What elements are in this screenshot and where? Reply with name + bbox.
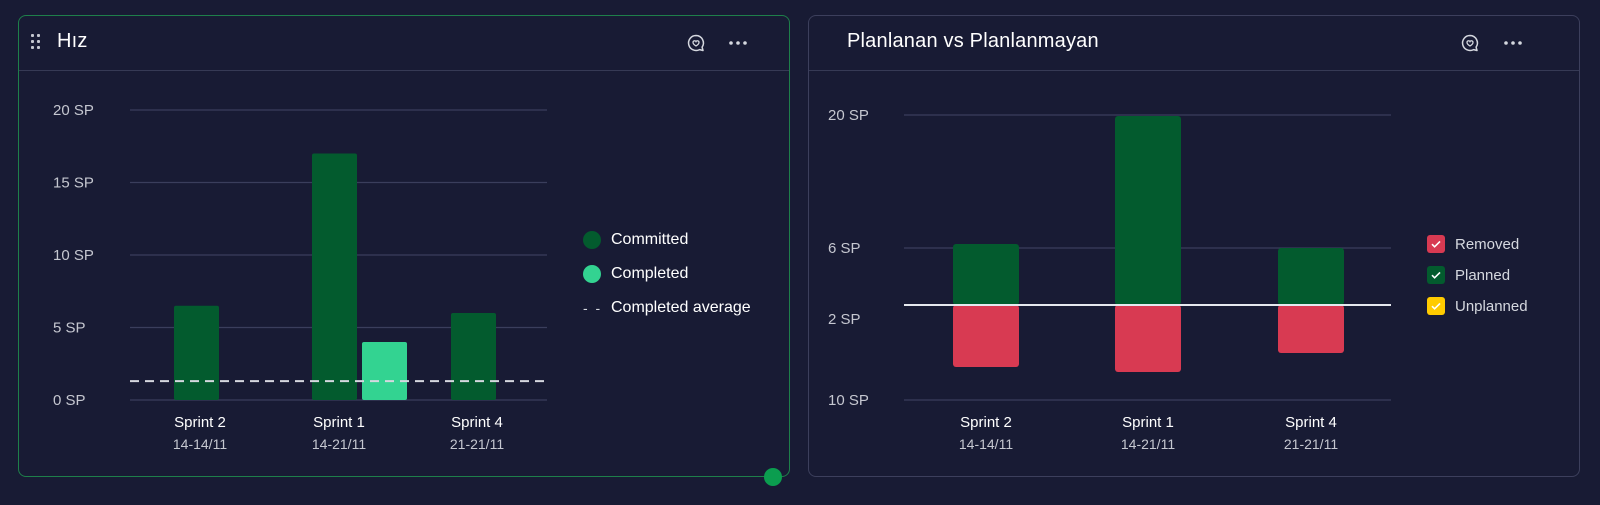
bar-removed	[1278, 305, 1344, 353]
resize-handle[interactable]	[764, 468, 782, 486]
bar-committed	[174, 305, 219, 400]
widget-title: Hız	[57, 30, 88, 52]
y-tick-label: 15 SP	[53, 175, 94, 192]
dashed-line-icon: - -	[583, 300, 603, 316]
bar-removed	[1115, 305, 1181, 372]
check-icon	[1427, 297, 1445, 315]
y-tick-label: 20 SP	[828, 107, 869, 124]
legend-item-completed-average[interactable]: - - Completed average	[583, 297, 751, 319]
y-tick-label: 6 SP	[828, 240, 861, 257]
x-tick-date: 14-14/11	[959, 436, 1013, 452]
comment-icon[interactable]	[1459, 32, 1481, 54]
legend-label: Completed	[611, 265, 689, 282]
bar-committed	[451, 313, 496, 400]
comment-icon[interactable]	[685, 32, 707, 54]
drag-handle-icon[interactable]	[31, 34, 43, 50]
legend-label: Completed average	[611, 299, 751, 316]
completed-swatch	[583, 265, 601, 283]
bar-removed	[953, 305, 1019, 367]
velocity-chart: 0 SP 5 SP 10 SP 15 SP 20 SP Sprint 2 14-14/11 S…	[53, 102, 547, 452]
legend-label: Unplanned	[1455, 297, 1528, 315]
x-tick-label: Sprint 2	[960, 414, 1012, 431]
legend-item-removed[interactable]: Removed	[1427, 233, 1519, 255]
x-tick-date: 14-21/11	[1121, 436, 1175, 452]
bar-planned	[953, 244, 1019, 305]
velocity-widget: Hız 0 SP 5 SP 10 SP 15 SP 20 SP Sprint 2 14-14…	[18, 15, 790, 477]
legend-item-completed[interactable]: Completed	[583, 263, 688, 285]
more-horizontal-icon[interactable]	[727, 32, 749, 54]
legend-label: Planned	[1455, 266, 1511, 284]
bar-planned	[1115, 116, 1181, 305]
x-tick-label: Sprint 2	[174, 414, 226, 431]
check-icon	[1427, 266, 1445, 284]
widget-header: Hız	[19, 16, 789, 71]
planned-vs-unplanned-widget: Planlanan vs Planlanmayan 10 SP 2 SP 6 SP 2…	[808, 15, 1580, 477]
y-tick-label: 2 SP	[828, 311, 861, 328]
y-tick-label: 0 SP	[53, 392, 86, 409]
y-tick-label: 10 SP	[53, 247, 94, 264]
legend-item-unplanned[interactable]: Unplanned	[1427, 295, 1528, 317]
legend-item-committed[interactable]: Committed	[583, 229, 688, 251]
y-tick-label: 5 SP	[53, 320, 86, 337]
legend-label: Removed	[1455, 235, 1520, 253]
x-tick-date: 21-21/11	[450, 436, 504, 452]
y-tick-label: 10 SP	[828, 392, 869, 409]
bar-planned	[1278, 248, 1344, 305]
committed-swatch	[583, 231, 601, 249]
x-tick-label: Sprint 1	[1122, 414, 1174, 431]
planned-vs-unplanned-chart: 10 SP 2 SP 6 SP 20 SP Sprint 2 14-14/11 Sprint…	[828, 107, 1391, 452]
bar-committed	[312, 153, 357, 400]
x-tick-label: Sprint 1	[313, 414, 365, 431]
x-tick-date: 21-21/11	[1284, 436, 1338, 452]
y-tick-label: 20 SP	[53, 102, 94, 119]
x-tick-date: 14-14/11	[173, 436, 227, 452]
widget-title: Planlanan vs Planlanmayan	[847, 30, 1099, 52]
check-icon	[1427, 235, 1445, 253]
bar-completed	[362, 342, 407, 400]
legend-label: Committed	[611, 231, 689, 248]
widget-header: Planlanan vs Planlanmayan	[809, 16, 1579, 71]
x-tick-date: 14-21/11	[312, 436, 366, 452]
more-horizontal-icon[interactable]	[1502, 32, 1524, 54]
x-tick-label: Sprint 4	[451, 414, 503, 431]
legend-item-planned[interactable]: Planned	[1427, 264, 1510, 286]
x-tick-label: Sprint 4	[1285, 414, 1337, 431]
